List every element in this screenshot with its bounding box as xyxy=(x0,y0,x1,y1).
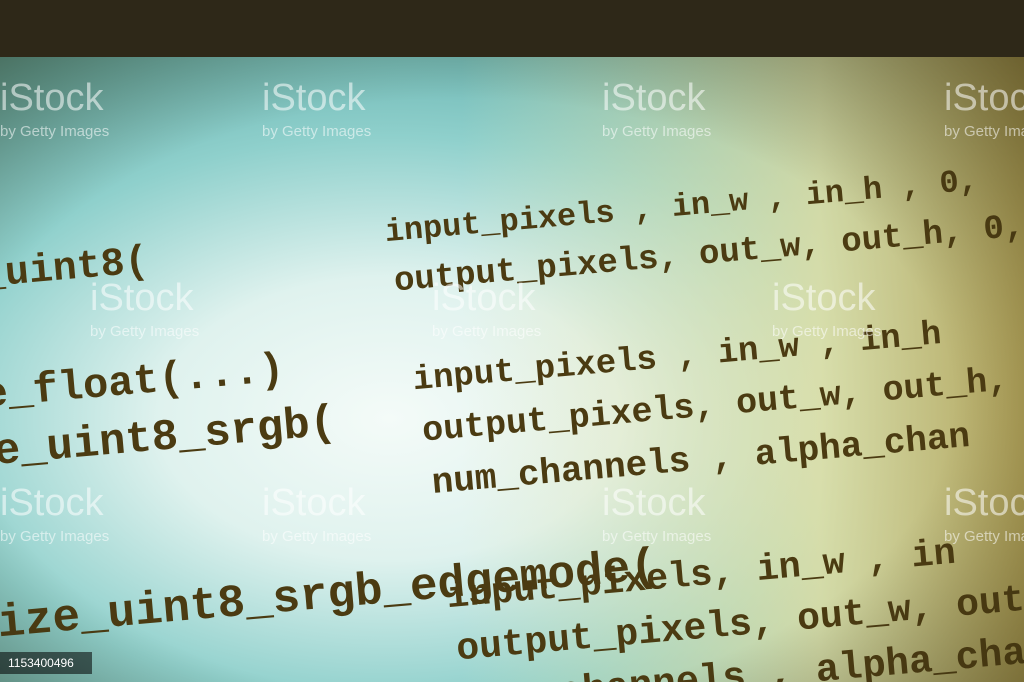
watermark-credit: by Getty Images xyxy=(262,528,371,545)
watermark-credit: by Getty Images xyxy=(90,323,199,340)
id-badge xyxy=(0,652,92,674)
watermark-brand: iStock xyxy=(90,277,194,319)
watermark-credit: by Getty Images xyxy=(944,123,1024,140)
watermark-credit: by Getty Images xyxy=(262,123,371,140)
watermark-credit: by Getty Images xyxy=(432,323,541,340)
watermarks: iStock by Getty Images iStock by Getty Imag… xyxy=(0,77,1024,545)
watermark-brand: iStock xyxy=(772,277,876,319)
vignette xyxy=(0,55,1024,682)
watermark-credit: by Getty Images xyxy=(944,528,1024,545)
watermark-credit: by Getty Images xyxy=(602,123,711,140)
bezel xyxy=(0,0,1024,57)
watermark-brand: iStock xyxy=(0,77,104,119)
watermark-brand: iStock xyxy=(0,482,104,524)
watermark-brand: iStock xyxy=(944,482,1024,524)
watermark-brand: iStock xyxy=(602,77,706,119)
watermark-credit: by Getty Images xyxy=(0,528,109,545)
watermark-credit: by Getty Images xyxy=(772,323,881,340)
watermark-brand: iStock xyxy=(262,77,366,119)
watermark-brand: iStock xyxy=(602,482,706,524)
watermark-brand: iStock xyxy=(432,277,536,319)
watermark-brand: iStock xyxy=(944,77,1024,119)
watermark-brand: iStock xyxy=(262,482,366,524)
image-id: 1153400496 xyxy=(8,656,74,670)
watermark-credit: by Getty Images xyxy=(0,123,109,140)
watermark-credit: by Getty Images xyxy=(602,528,711,545)
